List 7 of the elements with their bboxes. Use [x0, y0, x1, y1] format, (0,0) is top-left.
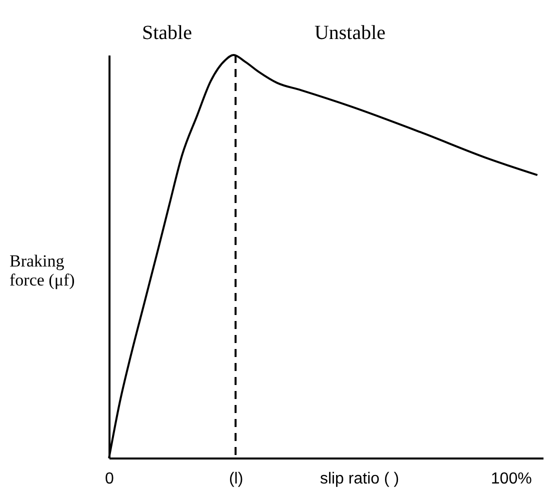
x-tick-label: 100% [490, 470, 532, 488]
x-axis-title: slip ratio ( ) [320, 470, 400, 488]
x-tick-label: 0 [105, 470, 114, 488]
text: Stable [142, 22, 192, 44]
x-tick-label: (l) [228, 470, 244, 488]
y-axis-title: Braking force (μf) [10, 252, 75, 290]
text: Unstable [314, 22, 386, 44]
